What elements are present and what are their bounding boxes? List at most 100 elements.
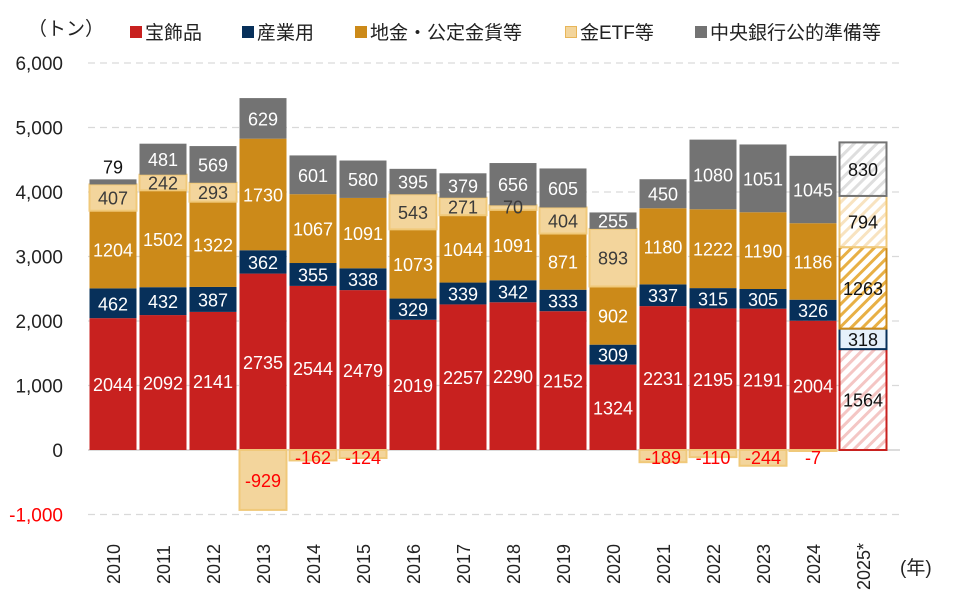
bar-segment xyxy=(539,168,587,208)
bar-segment xyxy=(789,155,837,224)
bar-segment xyxy=(589,364,637,450)
legend-swatch xyxy=(242,25,254,38)
y-tick-label: 2,000 xyxy=(15,312,63,333)
data-label: 271 xyxy=(448,197,478,217)
data-label: 293 xyxy=(198,183,228,203)
data-label: 326 xyxy=(798,301,828,321)
bar-segment xyxy=(739,308,787,450)
bar-segment xyxy=(439,282,487,305)
bar-segment xyxy=(489,302,537,450)
y-tick-label: 1,000 xyxy=(15,377,63,398)
x-tick-label: 2012 xyxy=(204,544,224,584)
bar-segment xyxy=(838,141,888,197)
bar-segment xyxy=(289,285,337,450)
data-label: 329 xyxy=(398,300,428,320)
data-label: 318 xyxy=(848,330,878,350)
bar-segment xyxy=(688,449,738,459)
data-label: 315 xyxy=(698,289,728,309)
data-label: -162 xyxy=(295,448,331,468)
bar-segment xyxy=(489,280,537,303)
y-tick-label: 4,000 xyxy=(15,183,63,204)
data-label: 1067 xyxy=(293,220,333,240)
data-label: 1564 xyxy=(843,391,883,411)
x-tick-label: 2023 xyxy=(754,544,774,584)
bar-segment xyxy=(638,449,688,464)
bar-segment xyxy=(189,311,237,450)
y-tick-label: 0 xyxy=(52,441,63,462)
bar-segment xyxy=(389,168,437,195)
bar-segment xyxy=(89,318,137,450)
bar-segment xyxy=(139,287,187,316)
bar-segment xyxy=(639,179,687,209)
x-tick-label: 2021 xyxy=(654,544,674,584)
x-tick-label: 2010 xyxy=(104,544,124,584)
data-label: 342 xyxy=(498,282,528,302)
y-axis-ticks: 6,000 5,000 4,000 3,000 2,000 1,000 0 -1,000 xyxy=(9,54,63,527)
data-label: 2195 xyxy=(693,370,733,390)
bar-segment xyxy=(739,212,787,290)
data-label: 1045 xyxy=(793,181,833,201)
data-label: 1263 xyxy=(843,279,883,299)
bar-segment xyxy=(439,304,487,450)
data-label: 1190 xyxy=(744,242,783,262)
data-label: 355 xyxy=(298,265,328,285)
bar-segment xyxy=(489,209,537,281)
bar-segment xyxy=(639,208,687,285)
data-label: 794 xyxy=(848,213,878,233)
data-label: 255 xyxy=(598,212,628,232)
bar-segment xyxy=(539,311,587,450)
data-label: 1080 xyxy=(693,165,733,185)
data-label: 404 xyxy=(548,212,578,232)
legend-label: 地金・公定金貨等 xyxy=(370,23,523,44)
data-label: 1180 xyxy=(644,237,683,257)
data-label: 1222 xyxy=(693,240,733,260)
x-axis-unit-label: (年) xyxy=(900,558,932,579)
y-tick-label: -1,000 xyxy=(9,506,63,527)
data-label: 1044 xyxy=(443,240,483,260)
data-label: 2141 xyxy=(193,372,233,392)
data-label: 2544 xyxy=(293,359,333,379)
bar-segment xyxy=(739,289,787,309)
bar-segment xyxy=(789,223,837,300)
bar-segment xyxy=(589,286,637,345)
data-label: 629 xyxy=(248,109,278,129)
x-tick-label: 2015 xyxy=(354,544,374,584)
data-label: 2044 xyxy=(93,375,133,395)
data-label: 902 xyxy=(598,307,628,327)
bar-segment xyxy=(88,183,138,212)
x-tick-label: 2022 xyxy=(704,544,724,584)
data-label: 2019 xyxy=(393,376,433,396)
bar-segment xyxy=(738,449,788,467)
bar-segment xyxy=(139,190,187,288)
bar-segment xyxy=(639,306,687,450)
bar-segment xyxy=(589,212,637,229)
data-label: -7 xyxy=(805,448,821,468)
data-label: 543 xyxy=(398,203,428,223)
bar-segment xyxy=(789,320,837,450)
data-label: 893 xyxy=(598,249,628,269)
data-label: 1324 xyxy=(593,398,633,418)
bar-segment xyxy=(739,144,787,213)
bar-segment xyxy=(588,227,638,288)
bar-segment xyxy=(689,139,737,210)
data-label: 407 xyxy=(98,189,128,209)
bar-segment xyxy=(788,449,838,452)
bar-segment xyxy=(439,173,487,198)
x-tick-label: 2011 xyxy=(154,545,174,584)
data-label: 2257 xyxy=(443,368,483,388)
x-tick-label: 2025* xyxy=(854,543,874,590)
bar-segment xyxy=(339,160,387,198)
data-label: 2231 xyxy=(643,369,683,389)
data-label: 70 xyxy=(503,197,523,217)
data-label: 337 xyxy=(648,286,678,306)
data-label: 2479 xyxy=(343,361,383,381)
bar-segment xyxy=(288,449,338,462)
data-label: 450 xyxy=(648,185,678,205)
y-tick-label: 5,000 xyxy=(15,119,63,140)
bar-segment xyxy=(389,229,437,299)
bar-segment xyxy=(439,215,487,283)
y-tick-label: 3,000 xyxy=(15,248,63,269)
bar-segment xyxy=(538,206,588,235)
data-label: 305 xyxy=(748,290,778,310)
